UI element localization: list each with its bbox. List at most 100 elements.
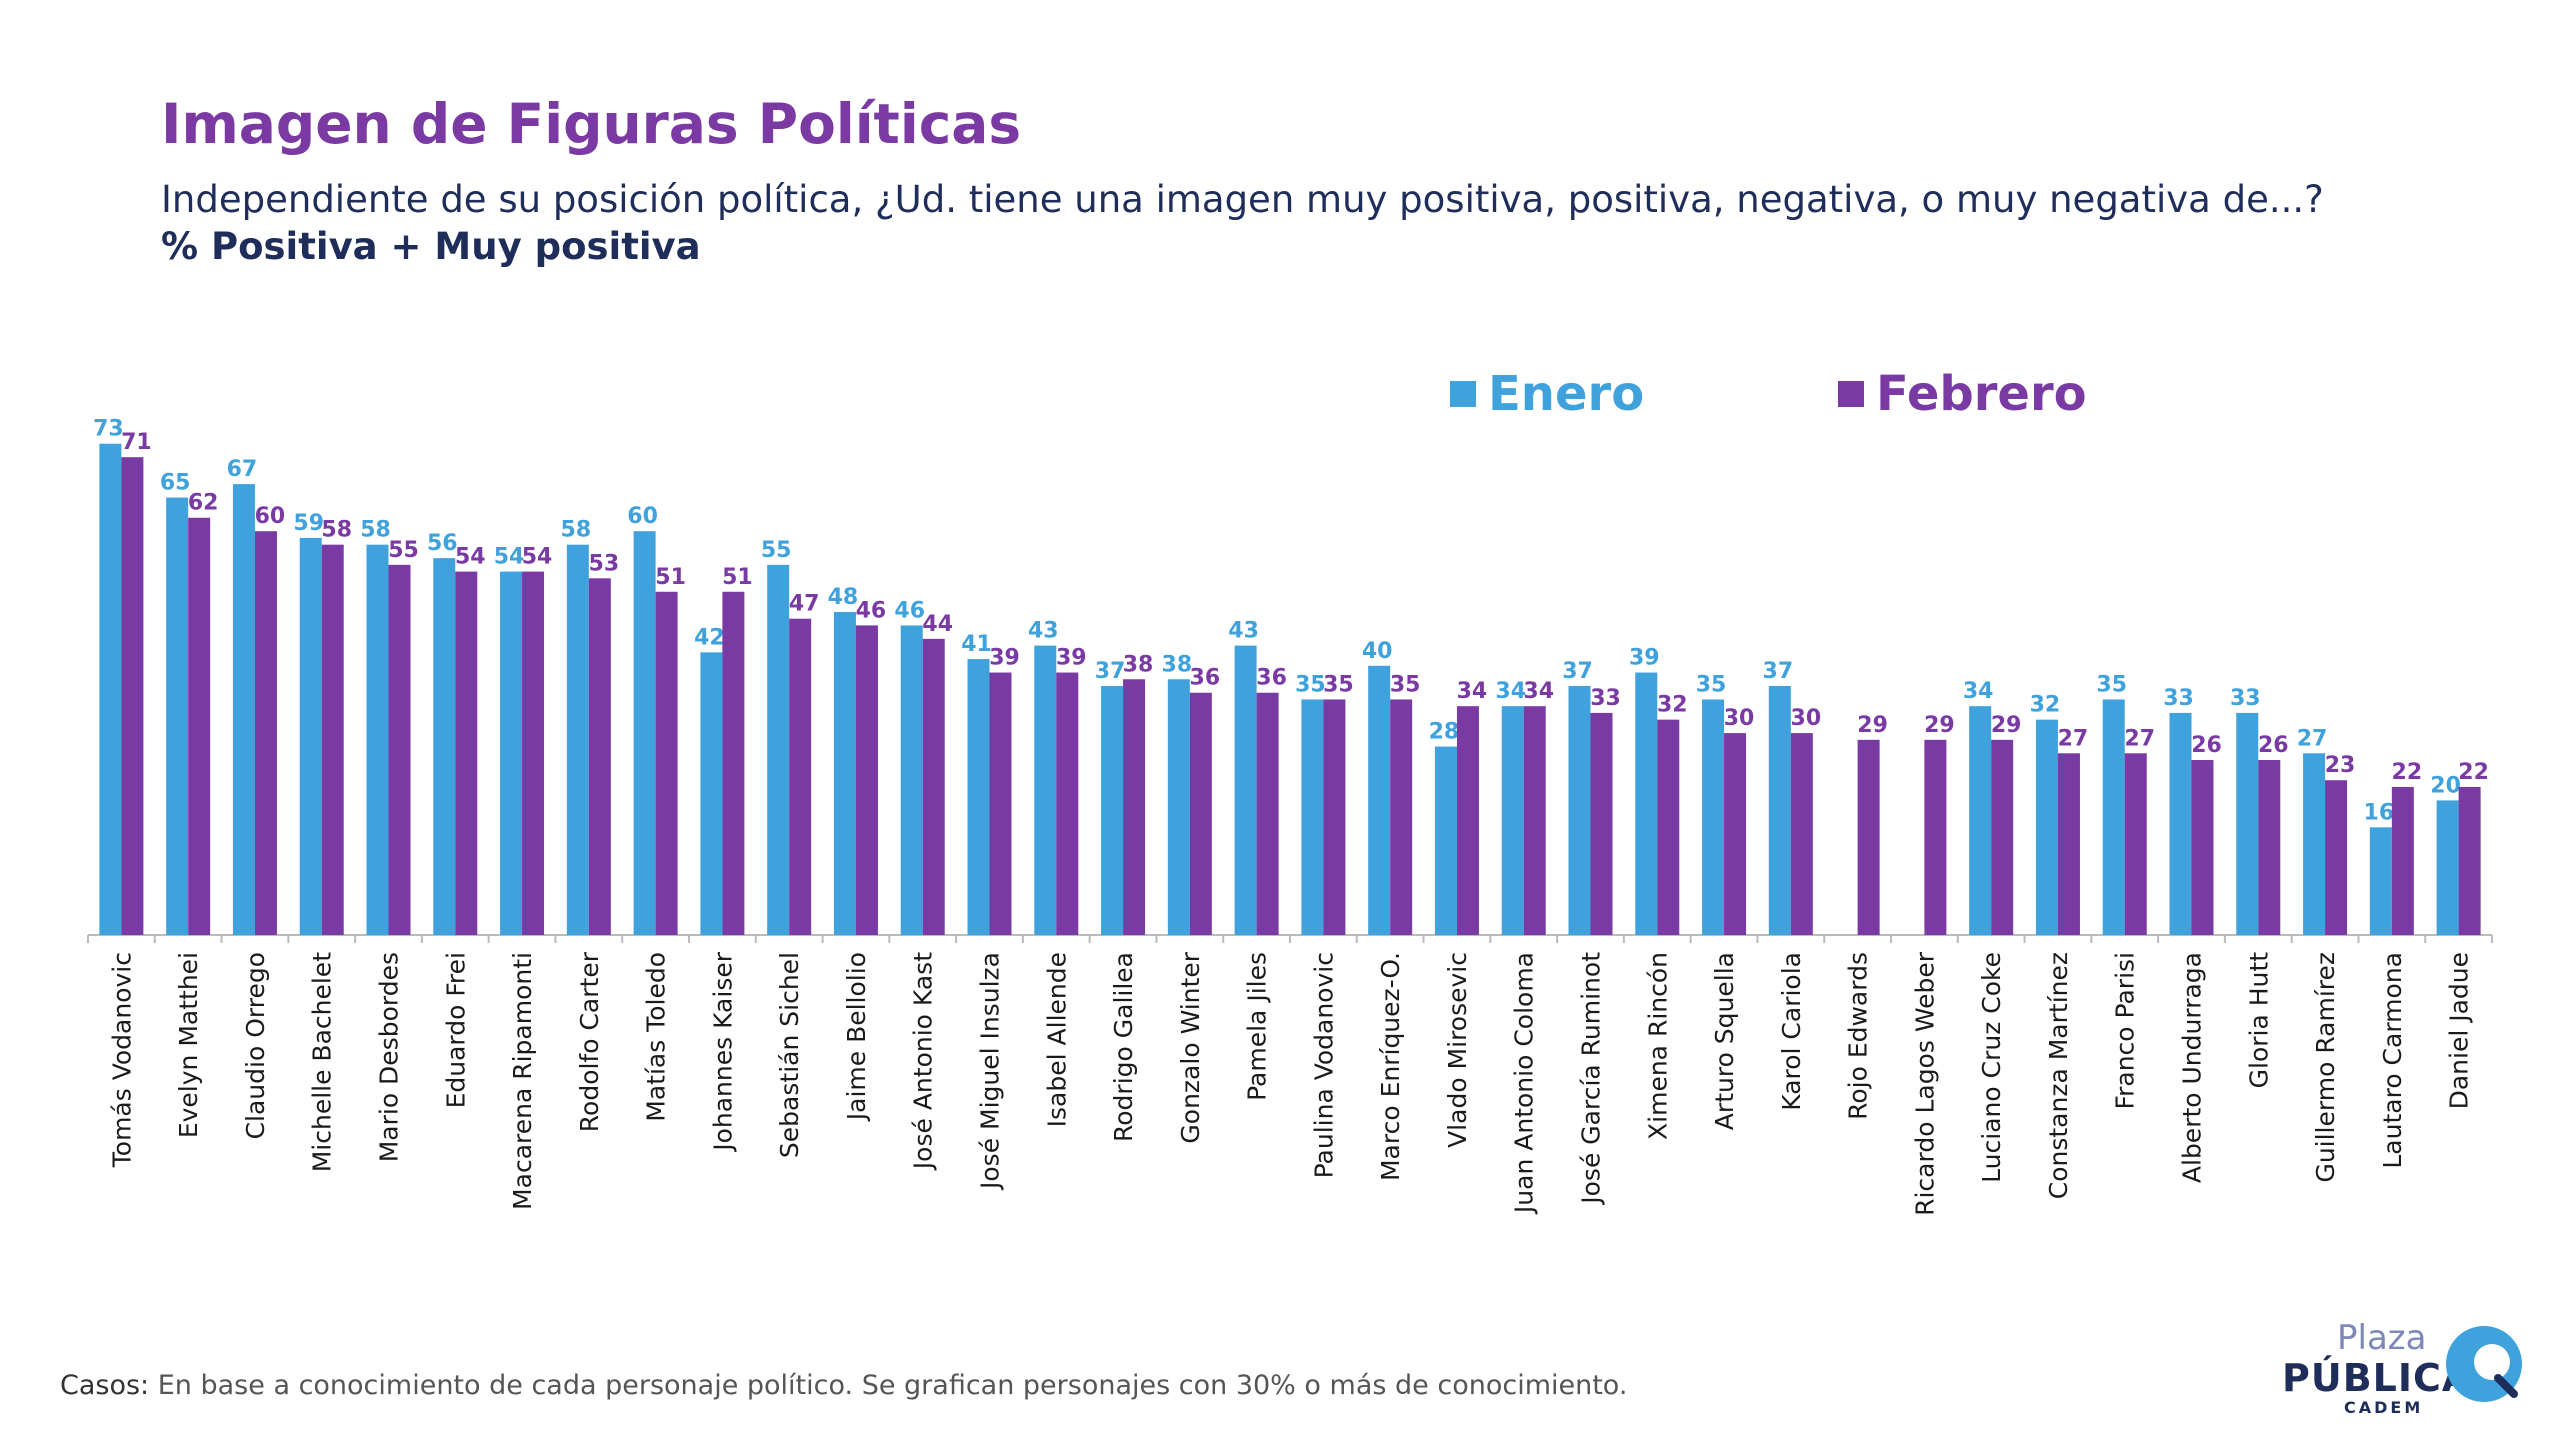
data-label-enero-14: 43	[1028, 619, 1059, 644]
data-label-febrero-10: 47	[789, 592, 820, 617]
category-label-27: Ricardo Lagos Weber	[1910, 951, 1939, 1216]
logo-line-3: CADEM	[2344, 1398, 2424, 1417]
data-label-febrero-11: 46	[856, 598, 887, 623]
category-label-12: José Antonio Kast	[909, 952, 938, 1171]
bar-enero-29	[2035, 719, 2058, 935]
data-label-febrero-0: 71	[121, 430, 152, 455]
data-label-febrero-9: 51	[722, 565, 753, 590]
data-label-febrero-28: 29	[1991, 713, 2022, 738]
bar-febrero-1	[188, 517, 211, 935]
data-label-enero-19: 40	[1362, 639, 1393, 664]
bar-febrero-11	[855, 625, 878, 935]
data-label-enero-12: 46	[894, 598, 925, 623]
bar-enero-14	[1034, 645, 1057, 935]
data-label-enero-31: 33	[2163, 686, 2194, 711]
category-label-7: Rodolfo Carter	[575, 951, 604, 1132]
data-label-febrero-22: 33	[1590, 686, 1621, 711]
bar-febrero-21	[1523, 706, 1546, 935]
category-label-30: Franco Parisi	[2111, 952, 2140, 1109]
bar-febrero-2	[254, 531, 277, 935]
data-label-enero-5: 56	[427, 531, 458, 556]
data-label-enero-25: 37	[1763, 659, 1794, 684]
page-title: Imagen de Figuras Políticas	[161, 92, 1022, 156]
data-label-enero-2: 67	[227, 457, 258, 482]
bar-febrero-3	[321, 544, 344, 935]
category-label-23: Ximena Rincón	[1643, 952, 1672, 1140]
bar-febrero-7	[588, 578, 611, 935]
data-label-febrero-32: 26	[2258, 733, 2289, 758]
bar-febrero-28	[1991, 739, 2014, 935]
data-label-enero-18: 35	[1295, 672, 1326, 697]
bar-enero-22	[1568, 685, 1591, 935]
data-label-febrero-35: 22	[2458, 760, 2489, 785]
category-label-21: Juan Antonio Coloma	[1510, 952, 1539, 1215]
category-label-10: Sebastián Sichel	[775, 952, 804, 1158]
bar-febrero-14	[1056, 672, 1079, 935]
data-label-enero-13: 41	[961, 632, 992, 657]
bar-enero-24	[1702, 699, 1725, 935]
category-label-20: Vlado Mirosevic	[1443, 952, 1472, 1148]
bar-enero-9	[700, 652, 723, 935]
category-label-33: Guillermo Ramírez	[2311, 952, 2340, 1183]
data-label-enero-33: 27	[2297, 726, 2328, 751]
footnote: Casos: En base a conocimiento de cada pe…	[60, 1370, 1627, 1401]
data-label-enero-16: 38	[1162, 652, 1193, 677]
bar-enero-23	[1635, 672, 1658, 935]
data-label-enero-22: 37	[1562, 659, 1593, 684]
bar-febrero-20	[1456, 706, 1479, 935]
bar-enero-2	[232, 484, 255, 935]
bar-febrero-16	[1189, 692, 1212, 935]
category-label-0: Tomás Vodanovic	[107, 952, 136, 1168]
bar-enero-25	[1768, 685, 1791, 935]
category-label-1: Evelyn Matthei	[174, 952, 203, 1138]
bar-febrero-24	[1724, 733, 1747, 935]
category-label-6: Macarena Ripamonti	[508, 952, 537, 1210]
category-label-14: Isabel Allende	[1042, 952, 1071, 1127]
legend-label-febrero: Febrero	[1876, 366, 2087, 422]
data-label-enero-30: 35	[2096, 672, 2127, 697]
bar-febrero-22	[1590, 712, 1613, 935]
category-label-17: Pamela Jiles	[1243, 952, 1272, 1101]
bar-febrero-27	[1924, 739, 1947, 935]
category-label-11: Jaime Bellolio	[842, 952, 871, 1122]
bar-enero-30	[2102, 699, 2125, 935]
data-label-enero-23: 39	[1629, 646, 1660, 671]
data-label-enero-28: 34	[1963, 679, 1994, 704]
bar-febrero-29	[2057, 753, 2080, 935]
category-label-35: Daniel Jadue	[2445, 952, 2474, 1109]
data-label-enero-7: 58	[561, 518, 592, 543]
legend-item-enero: Enero	[1450, 366, 1644, 422]
data-label-febrero-25: 30	[1791, 706, 1822, 731]
data-label-enero-6: 54	[494, 545, 525, 570]
data-label-febrero-17: 36	[1256, 666, 1287, 691]
bar-enero-19	[1368, 665, 1391, 935]
bar-enero-1	[166, 497, 189, 935]
bar-febrero-23	[1657, 719, 1680, 935]
legend-item-febrero: Febrero	[1838, 366, 2087, 422]
bar-febrero-0	[121, 457, 144, 935]
category-label-24: Arturo Squella	[1710, 952, 1739, 1130]
bar-febrero-25	[1790, 733, 1813, 935]
data-label-enero-0: 73	[93, 417, 124, 442]
bar-febrero-9	[722, 591, 745, 935]
survey-question: Independiente de su posición política, ¿…	[161, 178, 2324, 221]
data-label-febrero-29: 27	[2058, 726, 2089, 751]
logo-mark-icon	[2446, 1326, 2522, 1402]
bar-febrero-17	[1256, 692, 1279, 935]
bar-enero-32	[2236, 712, 2259, 935]
data-label-febrero-21: 34	[1523, 679, 1554, 704]
bar-enero-7	[566, 544, 589, 935]
bar-febrero-35	[2458, 786, 2481, 935]
bar-enero-33	[2303, 753, 2326, 935]
data-label-enero-1: 65	[160, 471, 191, 496]
category-label-9: Johannes Kaiser	[708, 951, 737, 1153]
logo-line-1: Plaza	[2337, 1318, 2427, 1358]
bar-febrero-6	[522, 571, 545, 935]
data-label-febrero-33: 23	[2325, 753, 2356, 778]
bar-enero-31	[2169, 712, 2192, 935]
data-label-enero-29: 32	[2030, 693, 2061, 718]
data-label-enero-24: 35	[1696, 672, 1727, 697]
category-label-19: Marco Enríquez-O.	[1376, 952, 1405, 1181]
data-label-febrero-19: 35	[1390, 672, 1421, 697]
